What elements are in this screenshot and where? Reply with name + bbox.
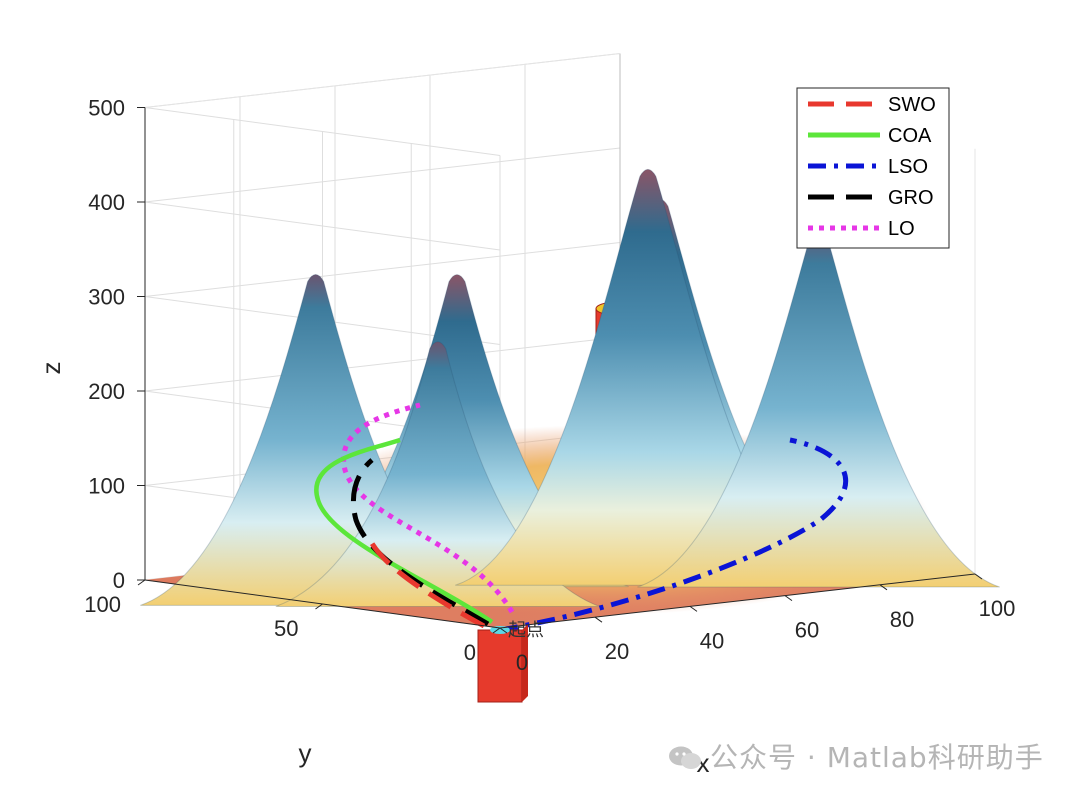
y-tick <box>492 627 501 634</box>
series-path-lo <box>341 402 515 614</box>
y-tick-label: 0 <box>464 640 476 665</box>
start-block-side <box>522 624 528 702</box>
x-axis-label: x <box>697 748 710 778</box>
x-tick-label: 80 <box>890 607 914 632</box>
z-tick-label: 0 <box>113 568 125 593</box>
start-label: 起点 <box>508 620 544 641</box>
x-tick-label: 0 <box>516 650 528 675</box>
x-axis-line <box>499 573 976 629</box>
x-tick <box>784 595 793 602</box>
x-tick <box>594 616 603 623</box>
y-axis-line <box>144 579 501 629</box>
path-series <box>314 402 849 633</box>
wechat-icon <box>669 746 701 769</box>
y-tick-label: 50 <box>274 616 298 641</box>
surface-peaks <box>140 168 1000 607</box>
axis-edge <box>144 53 621 108</box>
z-axis-label: z <box>36 362 66 375</box>
z-tick-label: 400 <box>88 190 125 215</box>
legend: SWO COA LSO GRO LO <box>796 87 950 249</box>
series-path-swo <box>367 538 486 629</box>
x-tick <box>879 584 888 591</box>
gridline-z <box>144 242 621 297</box>
series-path-lso <box>499 437 849 633</box>
gridline-z <box>144 336 621 392</box>
x-tick-label: 20 <box>605 639 629 664</box>
z-tick-label: 200 <box>88 379 125 404</box>
legend-label-lso: LSO <box>888 156 928 178</box>
y-tick <box>315 603 323 610</box>
z-tick-label: 300 <box>88 285 125 310</box>
gridline-z <box>144 147 621 203</box>
z-tick-label: 100 <box>88 474 125 499</box>
y-tick <box>137 579 146 586</box>
x-tick-label: 100 <box>979 596 1016 621</box>
series-path-coa <box>314 437 494 624</box>
x-tick-label: 40 <box>700 628 724 653</box>
start-marker: 起点 <box>477 620 544 703</box>
watermark: 公众号 · Matlab科研助手 <box>668 736 1044 776</box>
legend-label-gro: GRO <box>888 187 934 209</box>
y-tick-label: 100 <box>84 592 121 617</box>
legend-label-coa: COA <box>888 125 932 147</box>
x-tick <box>974 573 983 580</box>
y-axis-label: y <box>299 738 312 768</box>
x-tick-label: 60 <box>795 618 819 643</box>
z-tick-label: 500 <box>88 96 125 121</box>
x-tick <box>499 627 508 634</box>
legend-label-lo: LO <box>888 218 915 240</box>
legend-label-swo: SWO <box>888 94 936 116</box>
x-tick <box>689 605 698 612</box>
watermark-text: 公众号 · Matlab科研助手 <box>710 741 1044 774</box>
series-path-gro <box>350 458 490 627</box>
start-block <box>477 629 523 703</box>
